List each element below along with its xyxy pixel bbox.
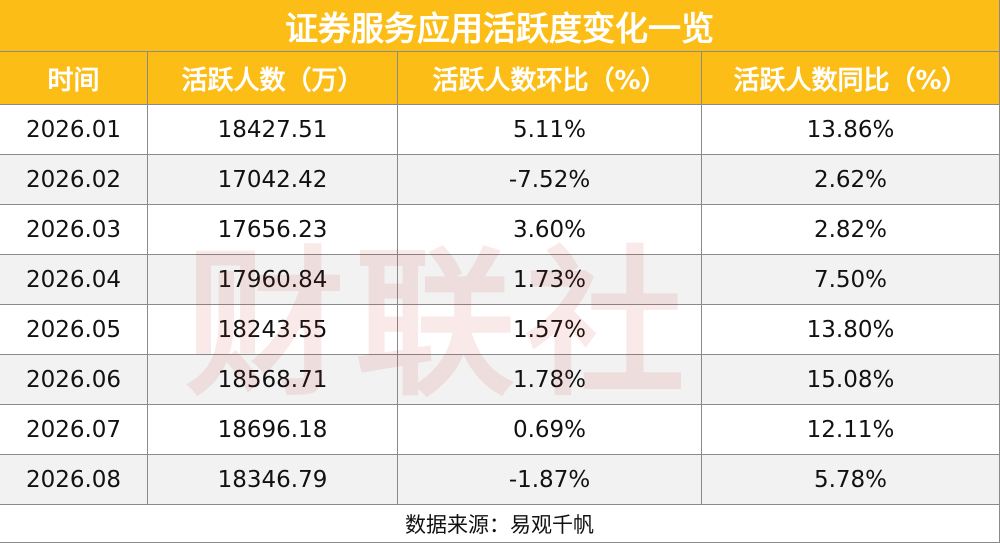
table-cell: 18568.71: [148, 355, 398, 405]
table-cell: 2026.06: [0, 355, 148, 405]
table-cell: 5.78%: [702, 455, 1000, 505]
table-cell: 18346.79: [148, 455, 398, 505]
table-cell: 2.82%: [702, 205, 1000, 255]
table-cell: 2026.02: [0, 155, 148, 205]
column-header: 时间: [0, 52, 148, 105]
column-header: 活跃人数环比（%）: [398, 52, 702, 105]
table-cell: 17656.23: [148, 205, 398, 255]
table-cell: 13.80%: [702, 305, 1000, 355]
table-cell: 5.11%: [398, 105, 702, 155]
table-cell: 18696.18: [148, 405, 398, 455]
table-cell: 2026.05: [0, 305, 148, 355]
table-cell: -1.87%: [398, 455, 702, 505]
table-cell: 2026.08: [0, 455, 148, 505]
table-cell: 7.50%: [702, 255, 1000, 305]
table-cell: 3.60%: [398, 205, 702, 255]
table-cell: 15.08%: [702, 355, 1000, 405]
table-cell: 2026.07: [0, 405, 148, 455]
table-cell: 2026.03: [0, 205, 148, 255]
table-cell: 0.69%: [398, 405, 702, 455]
table-cell: 18243.55: [148, 305, 398, 355]
table-cell: 1.78%: [398, 355, 702, 405]
column-header: 活跃人数（万）: [148, 52, 398, 105]
table-cell: 1.73%: [398, 255, 702, 305]
table-cell: 1.57%: [398, 305, 702, 355]
table-cell: 13.86%: [702, 105, 1000, 155]
table-cell: 17960.84: [148, 255, 398, 305]
source-note: 数据来源：易观千帆: [0, 505, 1000, 543]
column-header: 活跃人数同比（%）: [702, 52, 1000, 105]
table-cell: 2.62%: [702, 155, 1000, 205]
table-cell: 12.11%: [702, 405, 1000, 455]
table-cell: 2026.01: [0, 105, 148, 155]
table-cell: -7.52%: [398, 155, 702, 205]
table-cell: 2026.04: [0, 255, 148, 305]
table-cell: 17042.42: [148, 155, 398, 205]
table-cell: 18427.51: [148, 105, 398, 155]
table-title: 证券服务应用活跃度变化一览: [0, 0, 1000, 52]
